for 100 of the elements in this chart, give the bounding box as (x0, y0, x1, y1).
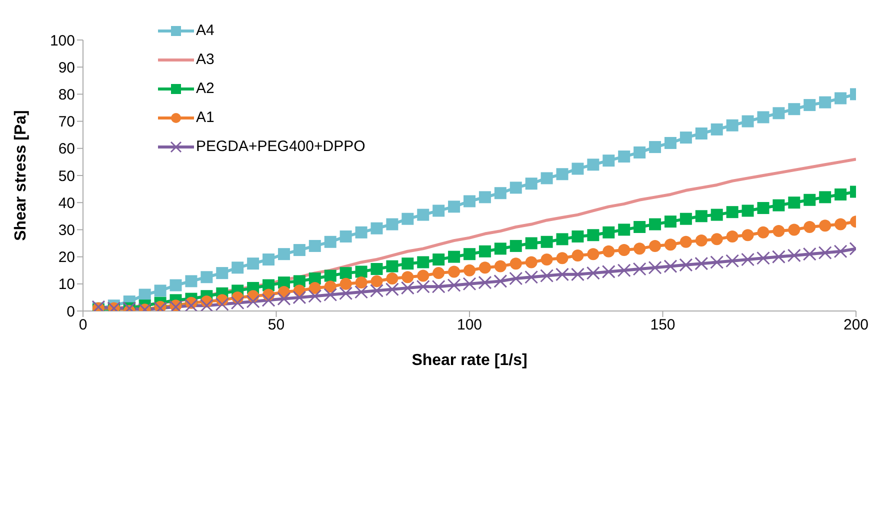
point (308, 289, 322, 303)
point (710, 233, 723, 246)
point (370, 284, 384, 298)
point (216, 267, 228, 280)
point (649, 141, 662, 154)
point (540, 269, 554, 283)
point (757, 202, 770, 214)
point (494, 242, 506, 255)
y-tick-label: 30 (58, 222, 75, 240)
point (664, 216, 676, 228)
point (726, 230, 738, 242)
point (417, 256, 430, 268)
point (432, 267, 445, 280)
point (354, 285, 368, 299)
point (478, 245, 491, 258)
point (432, 204, 445, 217)
point (494, 274, 508, 288)
legend-label: A3 (196, 51, 214, 68)
point (524, 270, 538, 284)
point (509, 272, 523, 286)
point (587, 158, 600, 171)
point (787, 248, 801, 262)
point (726, 254, 740, 268)
point (695, 234, 708, 247)
y-axis-title: Shear stress [Pa] (12, 110, 30, 241)
point (478, 276, 492, 290)
point (556, 168, 568, 180)
point (834, 218, 847, 230)
point (587, 229, 600, 242)
point (339, 286, 353, 300)
point (556, 252, 568, 264)
point (772, 225, 785, 238)
point (634, 242, 646, 255)
point (370, 222, 383, 234)
point (510, 182, 522, 194)
x-tick-label: 0 (78, 316, 88, 334)
point (525, 178, 538, 190)
point (494, 260, 506, 272)
point (788, 196, 800, 209)
point (215, 297, 229, 311)
point (355, 266, 368, 278)
point (540, 254, 553, 266)
point (402, 258, 414, 270)
point (262, 293, 276, 307)
point (772, 107, 785, 120)
point (510, 258, 522, 270)
point (756, 251, 770, 265)
point (772, 199, 785, 212)
point (247, 258, 260, 270)
point (572, 249, 584, 262)
point (386, 260, 398, 272)
y-tick-label: 20 (58, 249, 75, 266)
point (540, 172, 553, 184)
point (386, 272, 398, 284)
point (680, 236, 692, 248)
point (232, 262, 244, 274)
point (464, 248, 476, 260)
point (634, 220, 646, 233)
x-tick-label: 100 (456, 316, 482, 334)
point (587, 248, 600, 260)
point (308, 240, 321, 252)
x-tick-label: 150 (650, 316, 676, 334)
point (478, 191, 491, 204)
point (819, 191, 832, 204)
point (788, 224, 800, 236)
point (695, 210, 708, 222)
point (634, 146, 646, 158)
point (742, 115, 754, 128)
point (464, 195, 476, 208)
point (618, 150, 630, 163)
point (757, 111, 770, 124)
point (834, 188, 847, 200)
point (386, 218, 398, 230)
point (324, 270, 336, 282)
point (586, 266, 600, 280)
point (340, 230, 352, 242)
point (154, 284, 166, 297)
point (802, 247, 816, 261)
legend-label: A1 (196, 109, 214, 126)
y-tick-label: 90 (58, 59, 75, 76)
point (818, 246, 832, 260)
point (448, 266, 460, 278)
point (772, 250, 786, 264)
y-tick-label: 40 (58, 194, 75, 212)
x-axis-title: Shear rate [1/s] (412, 352, 528, 369)
point (340, 278, 352, 290)
point (230, 296, 244, 310)
point (464, 264, 476, 276)
y-tick-label: 60 (58, 140, 75, 158)
point (819, 96, 832, 108)
point (649, 218, 662, 230)
point (417, 270, 430, 282)
y-tick-label: 0 (66, 303, 75, 320)
point (400, 281, 414, 295)
y-tick-label: 50 (58, 168, 75, 185)
point (804, 99, 816, 112)
point (138, 288, 151, 301)
point (664, 238, 676, 251)
point (556, 233, 568, 246)
y-tick-label: 10 (58, 276, 75, 294)
